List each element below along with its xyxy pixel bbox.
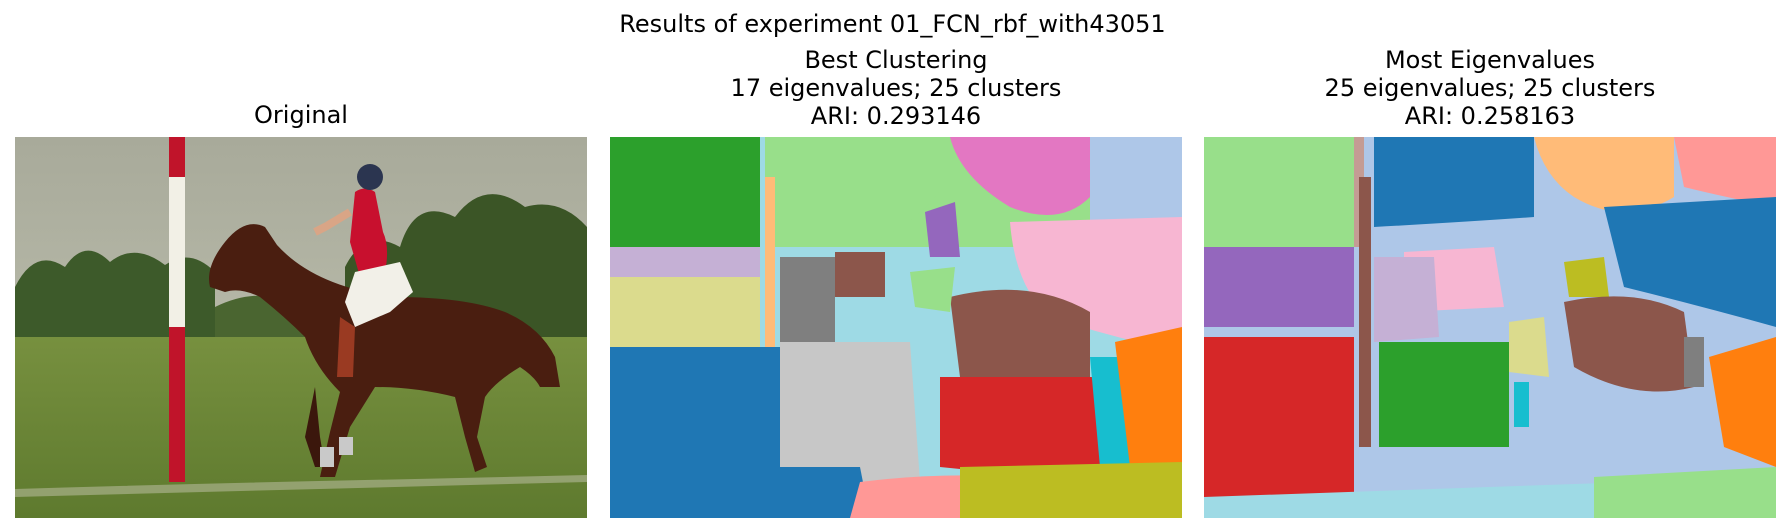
most-eigenvalues-segmentation bbox=[1204, 137, 1776, 518]
original-image-panel bbox=[15, 137, 587, 518]
best-clustering-title: Best Clustering 17 eigenvalues; 25 clust… bbox=[610, 46, 1182, 130]
most-eigenvalues-title-line-3: ARI: 0.258163 bbox=[1404, 102, 1576, 130]
original-title: Original bbox=[15, 101, 587, 129]
best-clustering-title-line-3: ARI: 0.293146 bbox=[810, 102, 982, 130]
most-eigenvalues-title-line-2: 25 eigenvalues; 25 clusters bbox=[1324, 74, 1656, 102]
best-clustering-title-line-2: 17 eigenvalues; 25 clusters bbox=[730, 74, 1062, 102]
most-eigenvalues-panel bbox=[1204, 137, 1776, 518]
polo-photo bbox=[15, 137, 587, 518]
figure-suptitle: Results of experiment 01_FCN_rbf_with430… bbox=[619, 10, 1166, 38]
best-clustering-panel bbox=[610, 137, 1182, 518]
original-title-line: Original bbox=[254, 101, 348, 129]
most-eigenvalues-title-line-1: Most Eigenvalues bbox=[1384, 46, 1596, 74]
best-clustering-segmentation bbox=[610, 137, 1182, 518]
best-clustering-title-line-1: Best Clustering bbox=[804, 46, 988, 74]
most-eigenvalues-title: Most Eigenvalues 25 eigenvalues; 25 clus… bbox=[1204, 46, 1776, 130]
